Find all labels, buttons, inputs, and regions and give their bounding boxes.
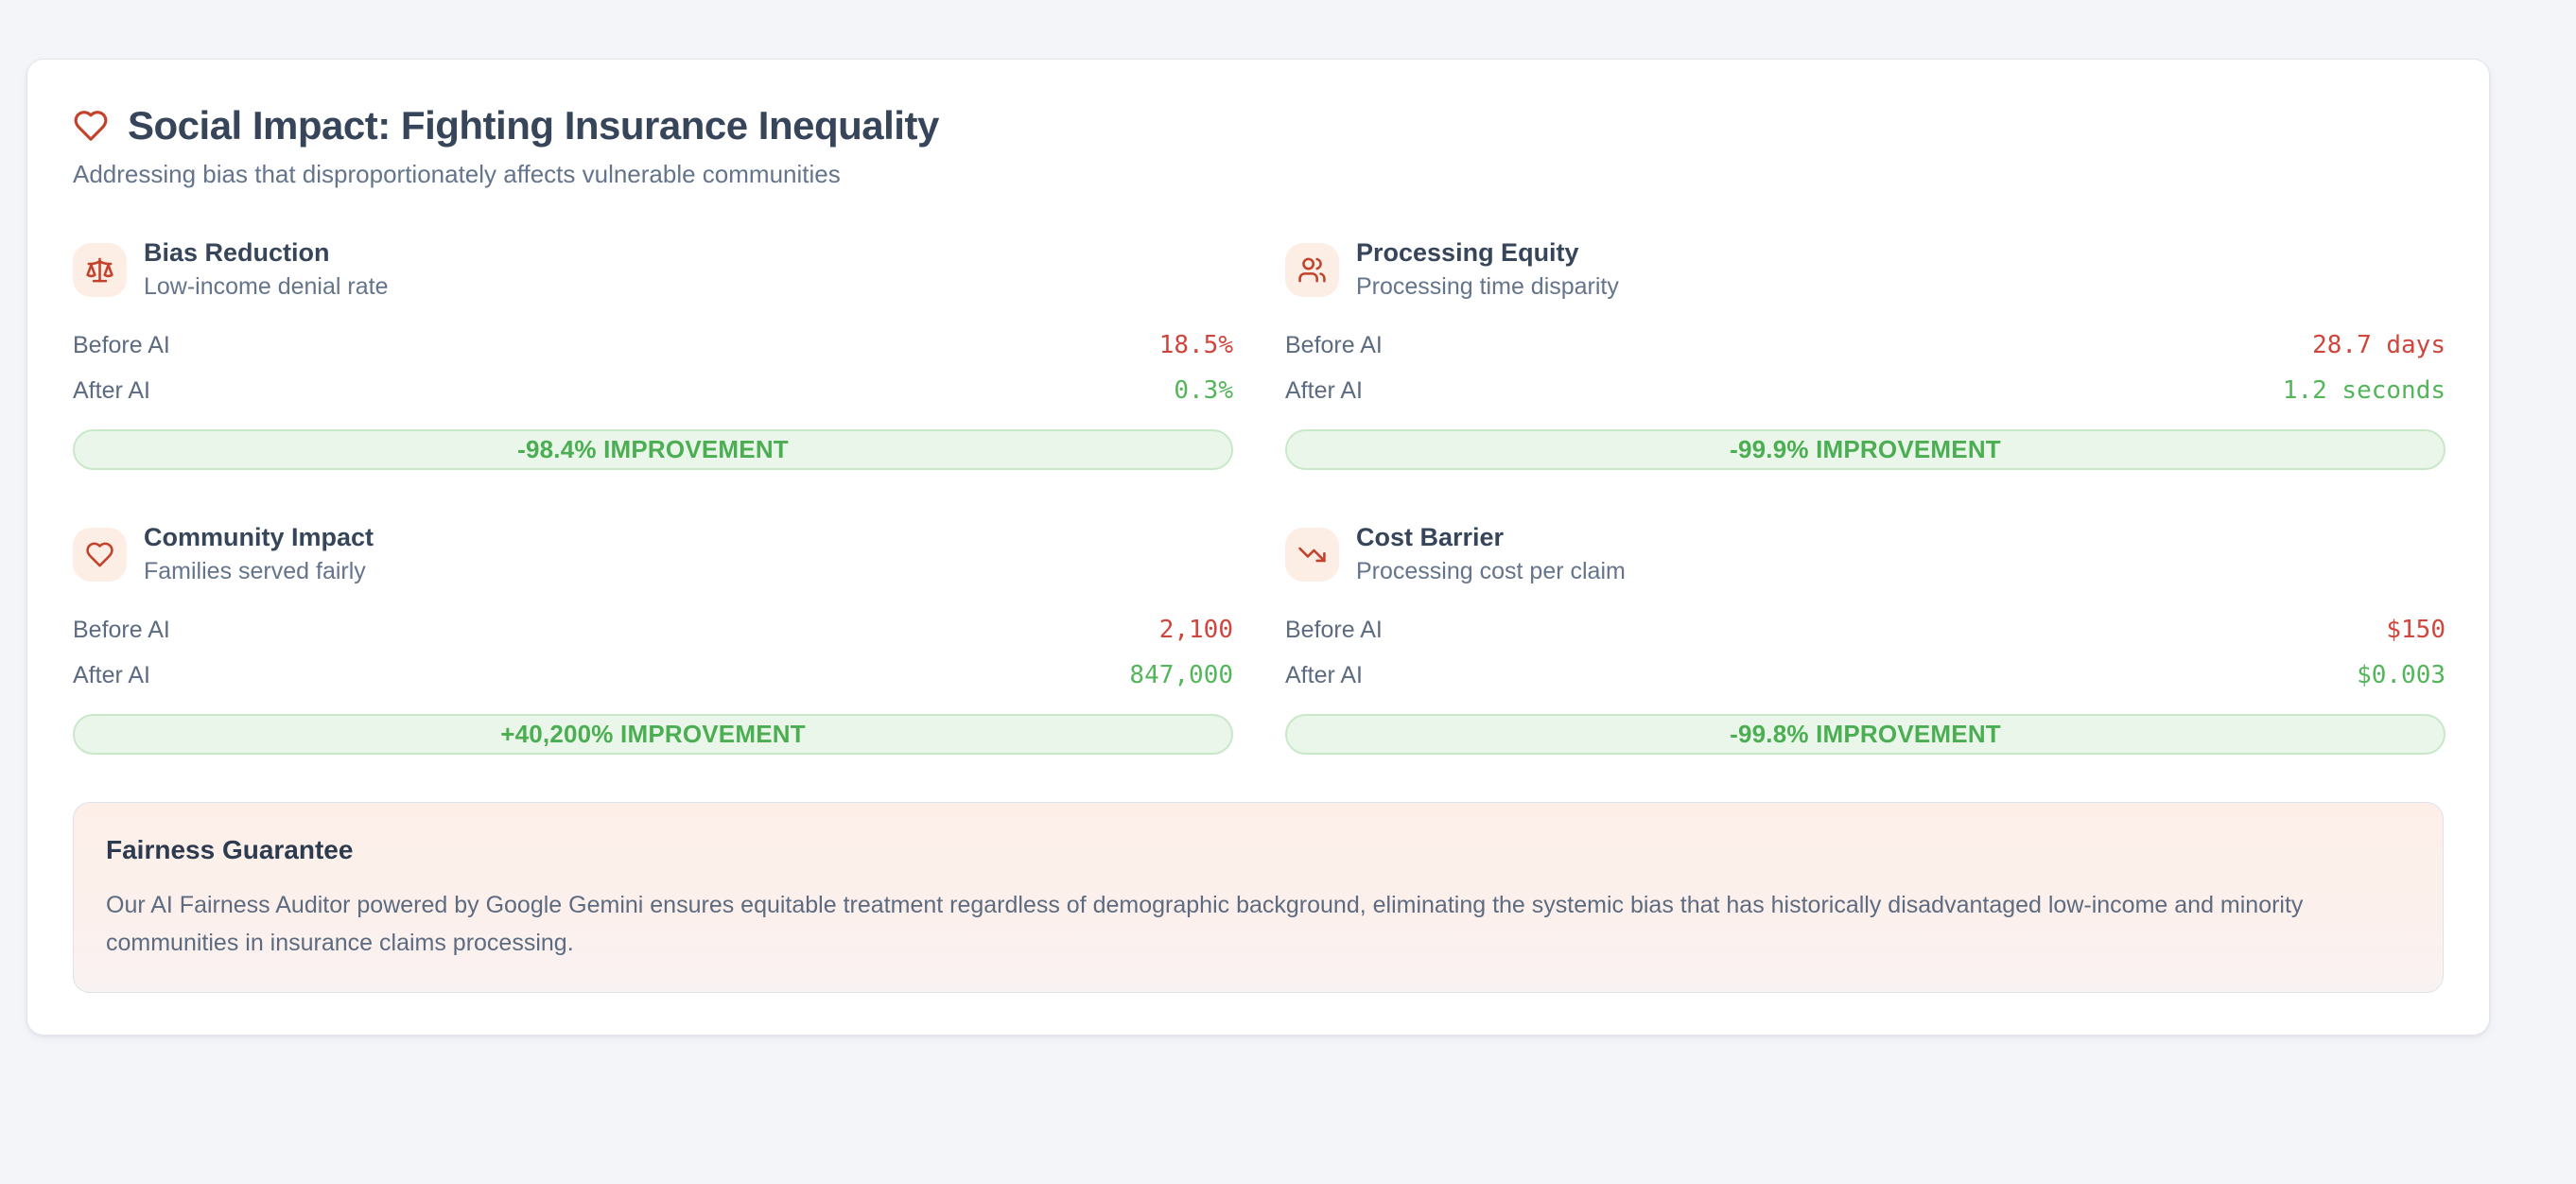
page-title: Social Impact: Fighting Insurance Inequa…: [128, 103, 939, 148]
metric-title: Processing Equity: [1356, 238, 1579, 267]
social-impact-panel: Social Impact: Fighting Insurance Inequa…: [26, 59, 2490, 1036]
metric-subtitle: Processing cost per claim: [1356, 558, 1626, 584]
before-ai-value: 2,100: [1158, 616, 1233, 644]
before-ai-label: Before AI: [73, 617, 170, 643]
after-ai-row: After AI $0.003: [1285, 661, 2445, 689]
metric-header: Processing Equity Processing time dispar…: [1285, 238, 2445, 301]
before-ai-value: 28.7 days: [2312, 331, 2445, 359]
before-ai-value: 18.5%: [1158, 331, 1233, 359]
metric-card-cost-barrier: Cost Barrier Processing cost per claim B…: [1285, 523, 2445, 755]
metric-title: Community Impact: [144, 523, 374, 551]
metric-subtitle: Low-income denial rate: [144, 273, 389, 300]
metrics-grid: Bias Reduction Low-income denial rate Be…: [73, 238, 2445, 755]
metric-rows: Before AI 2,100 After AI 847,000: [73, 616, 1233, 689]
fairness-guarantee-title: Fairness Guarantee: [106, 835, 354, 864]
after-ai-label: After AI: [73, 662, 150, 688]
after-ai-row: After AI 847,000: [73, 661, 1233, 689]
metric-card-bias-reduction: Bias Reduction Low-income denial rate Be…: [73, 238, 1233, 470]
fairness-guarantee-box: Fairness Guarantee Our AI Fairness Audit…: [73, 802, 2444, 993]
metric-header-text: Processing Equity Processing time dispar…: [1356, 238, 1619, 301]
after-ai-label: After AI: [1285, 662, 1363, 688]
metric-subtitle: Families served fairly: [144, 558, 366, 584]
fairness-guarantee-body: Our AI Fairness Auditor powered by Googl…: [106, 892, 2304, 956]
before-ai-row: Before AI $150: [1285, 616, 2445, 644]
before-ai-row: Before AI 18.5%: [73, 331, 1233, 359]
metric-header-text: Community Impact Families served fairly: [144, 523, 374, 585]
trending-down-icon: [1285, 527, 1339, 582]
metric-title: Cost Barrier: [1356, 523, 1505, 551]
improvement-badge: -98.4% IMPROVEMENT: [73, 429, 1233, 470]
metric-title: Bias Reduction: [144, 238, 330, 267]
users-icon: [1285, 242, 1339, 297]
after-ai-value: 847,000: [1129, 661, 1233, 689]
after-ai-row: After AI 1.2 seconds: [1285, 376, 2445, 405]
after-ai-label: After AI: [1285, 377, 1363, 404]
after-ai-value: 0.3%: [1174, 376, 1233, 405]
metric-header-text: Bias Reduction Low-income denial rate: [144, 238, 388, 301]
before-ai-label: Before AI: [1285, 617, 1383, 643]
after-ai-row: After AI 0.3%: [73, 376, 1233, 405]
page-subtitle: Addressing bias that disproportionately …: [73, 160, 841, 188]
metric-header: Bias Reduction Low-income denial rate: [73, 238, 1233, 301]
before-ai-value: $150: [2386, 616, 2445, 644]
metric-card-processing-equity: Processing Equity Processing time dispar…: [1285, 238, 2445, 470]
metric-card-community-impact: Community Impact Families served fairly …: [73, 523, 1233, 755]
heart-icon: [73, 108, 109, 144]
before-ai-label: Before AI: [1285, 332, 1383, 358]
before-ai-row: Before AI 2,100: [73, 616, 1233, 644]
before-ai-row: Before AI 28.7 days: [1285, 331, 2445, 359]
metric-header: Cost Barrier Processing cost per claim: [1285, 523, 2445, 585]
before-ai-label: Before AI: [73, 332, 170, 358]
metric-header: Community Impact Families served fairly: [73, 523, 1233, 585]
panel-header: Social Impact: Fighting Insurance Inequa…: [73, 103, 2444, 148]
improvement-badge: -99.8% IMPROVEMENT: [1285, 714, 2445, 755]
after-ai-value: $0.003: [2357, 661, 2445, 689]
improvement-badge: -99.9% IMPROVEMENT: [1285, 429, 2445, 470]
metric-rows: Before AI $150 After AI $0.003: [1285, 616, 2445, 689]
improvement-badge: +40,200% IMPROVEMENT: [73, 714, 1233, 755]
after-ai-value: 1.2 seconds: [2282, 376, 2445, 405]
metric-header-text: Cost Barrier Processing cost per claim: [1356, 523, 1626, 585]
heart-icon: [73, 527, 127, 582]
metric-rows: Before AI 28.7 days After AI 1.2 seconds: [1285, 331, 2445, 405]
scale-icon: [73, 242, 127, 297]
after-ai-label: After AI: [73, 377, 150, 404]
metric-subtitle: Processing time disparity: [1356, 273, 1619, 300]
metric-rows: Before AI 18.5% After AI 0.3%: [73, 331, 1233, 405]
